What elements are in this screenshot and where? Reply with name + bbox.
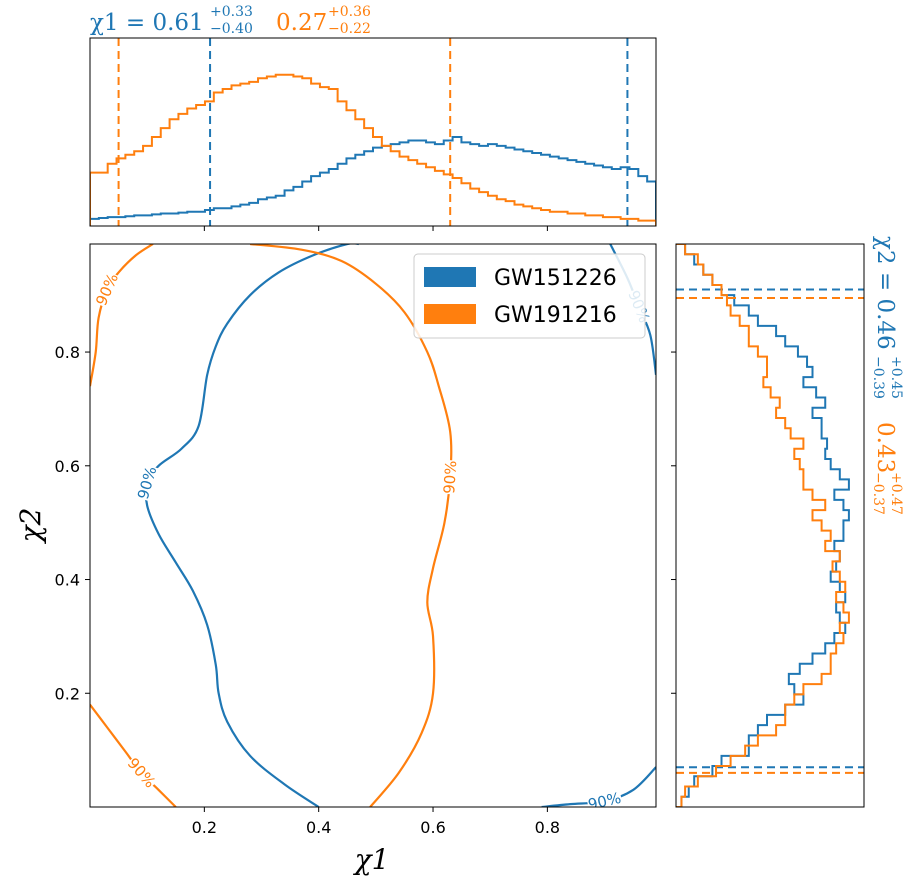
right-orange-plus: +0.47 <box>888 472 904 515</box>
top-blue-median: 0.61 <box>152 10 203 36</box>
gw151226-contour-label: 90% <box>586 789 622 814</box>
legend-swatch-orange <box>424 304 476 324</box>
right-orange-median: 0.43 <box>872 422 898 473</box>
gw151226-contour-label-bg <box>132 463 162 502</box>
gw151226-contour-90 <box>144 244 359 807</box>
y-tick-label: 0.4 <box>55 571 80 590</box>
gw191216-contour-label-bg <box>439 459 462 495</box>
top-marginal-panel <box>89 37 657 227</box>
svg-text:χ2 = 0.46: χ2 = 0.46 <box>872 236 898 350</box>
right-annotation: χ2 = 0.46 +0.45 −0.39 0.43 +0.47 −0.37 <box>870 236 904 515</box>
right-blue-plus: +0.45 <box>888 356 904 399</box>
right-blue-median: 0.46 <box>872 298 898 349</box>
right-orange-minus: −0.37 <box>870 472 886 515</box>
x-axis-label: χ1 <box>353 843 390 876</box>
legend: GW151226 GW191216 <box>413 253 646 339</box>
gw191216-contour-90 <box>90 703 177 807</box>
top-eq: = <box>126 10 145 36</box>
joint-panel-frame <box>89 243 657 808</box>
top-panel-frame <box>89 37 657 227</box>
gw191216-contour-90 <box>90 244 154 387</box>
right-panel-frame <box>675 243 865 808</box>
gw191216-marginal-y-hist <box>676 244 850 807</box>
gw191216-contour-label-bg <box>91 269 124 310</box>
legend-label-gw191216: GW191216 <box>494 303 617 328</box>
top-orange-minus: −0.22 <box>328 21 371 37</box>
x-tick-label: 0.8 <box>535 818 560 837</box>
top-blue-minus: −0.40 <box>210 21 253 37</box>
y-tick-label: 0.6 <box>55 457 80 476</box>
y-axis-label: χ2 <box>14 508 47 545</box>
top-annotation: χ1 = 0.61 +0.33 −0.40 0.27 +0.36 −0.22 <box>90 4 371 37</box>
top-symbol: χ1 <box>90 10 119 36</box>
y-tick-label: 0.8 <box>55 343 80 362</box>
top-orange-median: 0.27 <box>276 10 327 36</box>
top-orange-plus: +0.36 <box>328 4 371 20</box>
right-marginal-panel <box>675 243 865 808</box>
gw151226-contour-label: 90% <box>134 464 161 501</box>
gw151226-marginal-y-hist <box>676 244 850 807</box>
gw191216-contour-label: 90% <box>440 460 460 494</box>
right-eq: = <box>872 272 898 291</box>
top-blue-plus: +0.33 <box>210 4 253 20</box>
x-tick-label: 0.2 <box>192 818 217 837</box>
svg-text:χ1 = 0.61: χ1 = 0.61 <box>90 10 204 36</box>
x-tick-label: 0.6 <box>420 818 445 837</box>
right-symbol: χ2 <box>872 236 898 265</box>
gw191216-contour-label-bg <box>122 753 161 793</box>
x-tick-label: 0.4 <box>306 818 331 837</box>
y-tick-label: 0.2 <box>55 684 80 703</box>
right-blue-minus: −0.39 <box>870 356 886 399</box>
legend-swatch-blue <box>424 267 476 287</box>
legend-label-gw151226: GW151226 <box>494 266 617 291</box>
gw191216-marginal-x-hist <box>90 73 656 226</box>
gw151226-contour-label-bg <box>585 787 624 807</box>
